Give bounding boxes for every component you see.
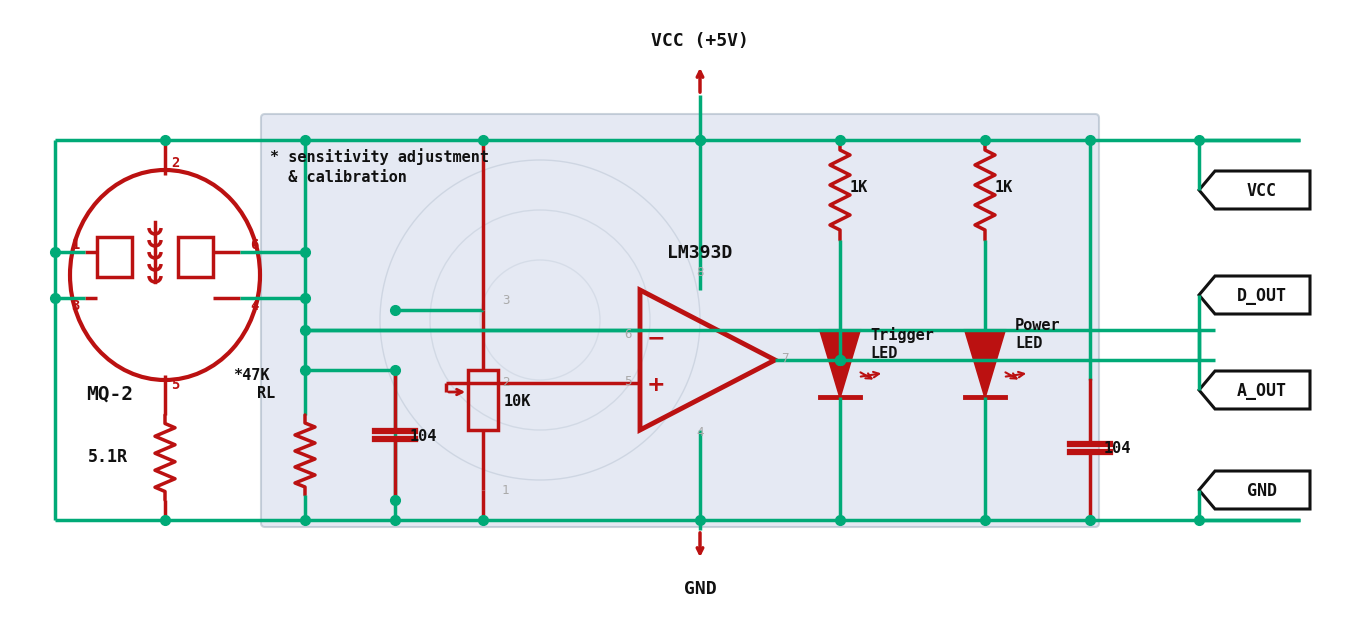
Text: VCC: VCC	[1248, 182, 1277, 200]
Text: 4: 4	[250, 299, 258, 313]
Text: 5: 5	[171, 378, 179, 392]
Text: 4: 4	[696, 426, 704, 439]
Text: 3: 3	[501, 294, 510, 307]
Text: MQ-2: MQ-2	[87, 385, 133, 404]
Text: 2: 2	[501, 376, 510, 389]
Text: & calibration: & calibration	[270, 170, 406, 185]
Text: Power: Power	[1015, 318, 1060, 333]
Text: 1: 1	[72, 238, 80, 252]
Text: GND: GND	[684, 580, 716, 598]
Text: D_OUT: D_OUT	[1237, 287, 1287, 305]
Text: 10K: 10K	[504, 394, 531, 409]
Text: LED: LED	[870, 346, 897, 361]
Text: 3: 3	[72, 299, 80, 313]
Text: 1K: 1K	[995, 180, 1014, 195]
Text: 104: 104	[410, 429, 438, 444]
Text: 8: 8	[696, 266, 704, 279]
Text: 6: 6	[250, 238, 258, 252]
Text: RL: RL	[257, 386, 275, 401]
Text: VCC (+5V): VCC (+5V)	[651, 32, 749, 50]
Text: +: +	[647, 375, 666, 395]
Polygon shape	[965, 330, 1006, 397]
Bar	[178, 237, 213, 277]
Polygon shape	[819, 330, 860, 397]
Text: 1K: 1K	[849, 180, 868, 195]
Text: 7: 7	[781, 352, 788, 365]
Text: −: −	[647, 328, 666, 348]
Text: 1: 1	[501, 484, 510, 497]
Text: 2: 2	[171, 156, 179, 170]
Text: 6: 6	[625, 328, 632, 341]
Text: 5.1R: 5.1R	[88, 448, 128, 466]
Bar	[96, 237, 132, 277]
Bar	[467, 370, 497, 430]
Text: 5: 5	[625, 375, 632, 388]
Text: A_OUT: A_OUT	[1237, 382, 1287, 400]
Text: LM393D: LM393D	[667, 244, 733, 262]
Text: Trigger: Trigger	[870, 327, 934, 343]
Text: * sensitivity adjustment: * sensitivity adjustment	[270, 148, 489, 165]
Text: LED: LED	[1015, 336, 1042, 351]
Text: 104: 104	[1104, 441, 1132, 456]
Text: GND: GND	[1248, 482, 1277, 500]
FancyBboxPatch shape	[261, 114, 1099, 527]
Text: *47K: *47K	[234, 368, 270, 383]
